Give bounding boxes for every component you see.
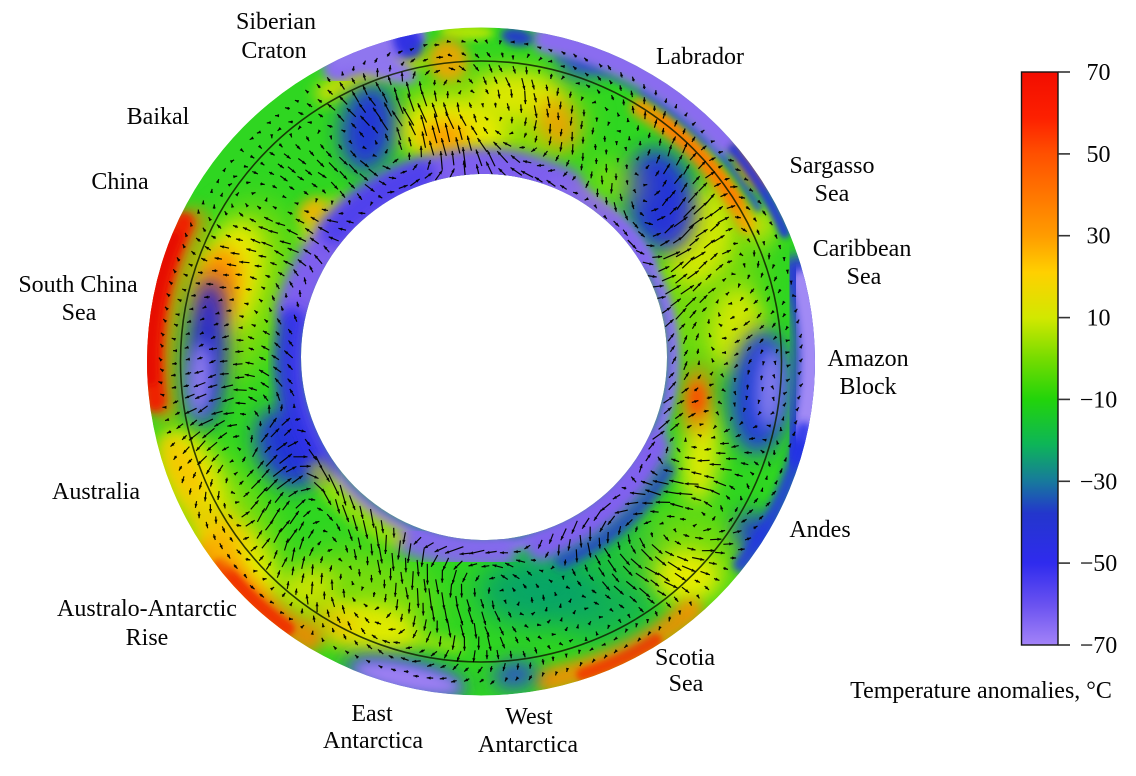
svg-text:Block: Block (839, 374, 896, 400)
svg-text:West: West (505, 704, 553, 730)
svg-text:Sea: Sea (669, 671, 704, 697)
svg-text:Baikal: Baikal (127, 104, 190, 130)
svg-text:−30: −30 (1080, 469, 1118, 495)
svg-text:50: 50 (1087, 142, 1111, 168)
svg-text:Rise: Rise (126, 625, 169, 651)
svg-text:Caribbean: Caribbean (813, 236, 912, 262)
svg-text:Craton: Craton (241, 38, 306, 64)
svg-text:Antarctica: Antarctica (323, 728, 423, 754)
svg-text:Sea: Sea (62, 300, 97, 326)
svg-text:Sargasso: Sargasso (790, 153, 875, 179)
svg-text:−50: −50 (1080, 551, 1118, 577)
svg-text:10: 10 (1087, 306, 1111, 332)
svg-text:Scotia: Scotia (655, 645, 715, 671)
svg-text:South China: South China (18, 272, 138, 298)
svg-text:−10: −10 (1080, 387, 1118, 413)
svg-text:Sea: Sea (847, 264, 882, 290)
svg-text:70: 70 (1087, 60, 1111, 86)
svg-text:Amazon: Amazon (827, 346, 908, 372)
svg-text:Andes: Andes (789, 517, 850, 543)
svg-text:East: East (351, 701, 393, 727)
svg-text:Siberian: Siberian (236, 9, 316, 35)
svg-text:Antarctica: Antarctica (478, 732, 578, 758)
svg-text:30: 30 (1087, 224, 1111, 250)
svg-text:Temperature anomalies, °C: Temperature anomalies, °C (850, 678, 1112, 704)
svg-text:Sea: Sea (815, 181, 850, 207)
svg-text:−70: −70 (1080, 633, 1118, 659)
svg-text:Labrador: Labrador (656, 44, 744, 70)
svg-text:Australia: Australia (52, 479, 140, 505)
svg-text:Australo-Antarctic: Australo-Antarctic (57, 596, 237, 622)
svg-text:China: China (91, 169, 149, 195)
